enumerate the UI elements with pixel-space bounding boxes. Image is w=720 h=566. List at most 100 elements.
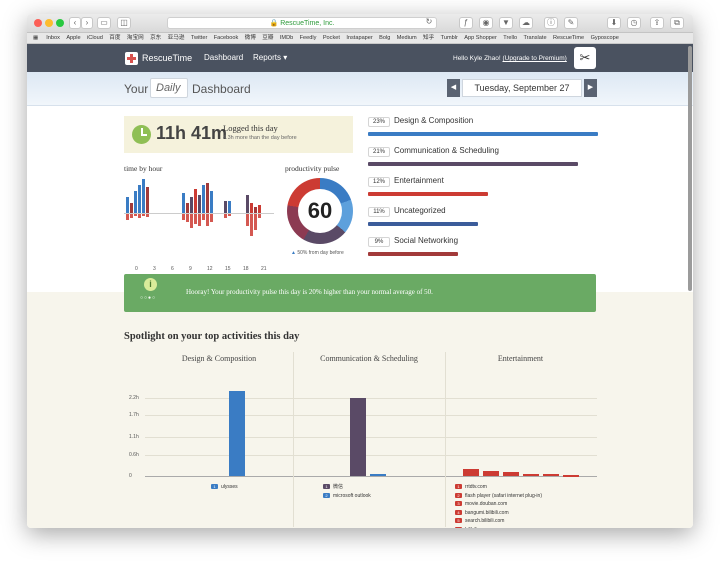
download-icon[interactable]: ⬇: [607, 17, 621, 29]
hourly-bar-unproductive[interactable]: [126, 214, 129, 220]
hourly-bar[interactable]: [142, 179, 145, 213]
info-icon[interactable]: ⓘ: [544, 17, 558, 29]
prev-day-button[interactable]: ◀: [447, 79, 460, 97]
hourly-bar-unproductive[interactable]: [254, 214, 257, 230]
bookmark-item[interactable]: Feedly: [299, 35, 317, 41]
hourly-bar[interactable]: [210, 191, 213, 213]
hourly-bar-unproductive[interactable]: [228, 214, 231, 216]
legend-item[interactable]: 2 flash player (safari internet plug-in): [455, 493, 542, 500]
bookmark-item[interactable]: App Shopper: [464, 35, 497, 41]
date-display[interactable]: Tuesday, September 27: [462, 79, 582, 97]
bookmark-item[interactable]: Trello: [503, 35, 518, 41]
apps-grid-icon[interactable]: ▦: [33, 35, 39, 41]
hourly-bar[interactable]: [206, 183, 209, 213]
hourly-bar-unproductive[interactable]: [210, 214, 213, 222]
period-select[interactable]: Daily: [150, 78, 188, 98]
legend-item[interactable]: 1 微信: [323, 484, 343, 491]
hourly-bar[interactable]: [250, 203, 253, 213]
hourly-bar[interactable]: [198, 195, 201, 213]
tools-button[interactable]: ✂: [574, 47, 596, 69]
bookmark-item[interactable]: Medium: [396, 35, 417, 41]
hourly-bar[interactable]: [190, 197, 193, 213]
legend-item[interactable]: 4 bangumi.bilibili.com: [455, 510, 509, 517]
bookmark-item[interactable]: 淘宝网: [126, 35, 144, 41]
new-tab-overview-icon[interactable]: ⧉: [670, 17, 684, 29]
hourly-bar[interactable]: [194, 189, 197, 213]
history-icon[interactable]: ◷: [627, 17, 641, 29]
category-name[interactable]: Entertainment: [394, 176, 444, 185]
hourly-bar[interactable]: [228, 201, 231, 213]
bookmark-item[interactable]: Gyposcope: [590, 35, 619, 41]
reload-icon[interactable]: ↻: [425, 17, 433, 26]
category-name[interactable]: Communication & Scheduling: [394, 146, 499, 155]
next-day-button[interactable]: ▶: [584, 79, 597, 97]
bookmark-item[interactable]: Twitter: [190, 35, 208, 41]
bookmark-item[interactable]: Inbox: [46, 35, 60, 41]
legend-item[interactable]: 2 microsoft outlook: [323, 493, 371, 500]
hourly-bar-unproductive[interactable]: [206, 214, 209, 226]
hourly-bar-unproductive[interactable]: [142, 214, 145, 216]
legend-item[interactable]: 6bilibili.com: [455, 527, 488, 528]
bookmark-item[interactable]: Facebook: [213, 35, 239, 41]
carousel-dots[interactable]: ○○●○: [140, 295, 157, 301]
legend-item[interactable]: 1 rrtdtv.com: [455, 484, 487, 491]
minimize-window-icon[interactable]: [45, 19, 53, 27]
bookmark-item[interactable]: 京东: [150, 35, 162, 41]
legend-item[interactable]: 3 movie.douban.com: [455, 501, 507, 508]
hourly-bar[interactable]: [186, 203, 189, 213]
hourly-bar-unproductive[interactable]: [202, 214, 205, 220]
spotlight-bar[interactable]: [463, 468, 479, 476]
hourly-bar[interactable]: [246, 195, 249, 213]
spotlight-bar[interactable]: [229, 390, 245, 476]
hourly-bar-unproductive[interactable]: [194, 214, 197, 224]
nav-reports[interactable]: Reports ▾: [253, 53, 288, 62]
bookmark-item[interactable]: 百度: [109, 35, 121, 41]
fx-icon[interactable]: ƒ: [459, 17, 473, 29]
bookmark-item[interactable]: iCloud: [87, 35, 103, 41]
hourly-bar-unproductive[interactable]: [198, 214, 201, 226]
bookmark-item[interactable]: Apple: [66, 35, 81, 41]
hourly-bar[interactable]: [134, 191, 137, 213]
brand-name[interactable]: RescueTime: [142, 53, 193, 63]
hourly-bar-unproductive[interactable]: [250, 214, 253, 236]
bookmark-item[interactable]: Instapaper: [346, 35, 373, 41]
address-bar[interactable]: 🔒 RescueTime, Inc.: [167, 17, 437, 29]
spotlight-bar[interactable]: [503, 472, 519, 476]
extension-icon-1[interactable]: ◉: [479, 17, 493, 29]
spotlight-bar[interactable]: [370, 474, 386, 477]
bookmark-item[interactable]: 微博: [244, 35, 256, 41]
hourly-bar[interactable]: [138, 185, 141, 213]
bookmark-item[interactable]: 豆瓣: [262, 35, 274, 41]
sidebar-icon[interactable]: ▭: [97, 17, 111, 29]
hourly-bar[interactable]: [130, 203, 133, 213]
forward-button[interactable]: ›: [81, 17, 93, 29]
tabs-icon[interactable]: ◫: [117, 17, 131, 29]
bookmark-item[interactable]: 亚马逊: [167, 35, 185, 41]
hourly-bar-unproductive[interactable]: [182, 214, 185, 220]
hourly-bar-unproductive[interactable]: [138, 214, 141, 218]
spotlight-bar[interactable]: [483, 471, 499, 476]
evernote-icon[interactable]: ✎: [564, 17, 578, 29]
share-icon[interactable]: ⇪: [650, 17, 664, 29]
hourly-bar[interactable]: [182, 193, 185, 213]
page-scrollbar[interactable]: [688, 46, 692, 291]
hourly-bar[interactable]: [254, 207, 257, 213]
legend-item[interactable]: 1 ulysses: [211, 484, 238, 491]
category-name[interactable]: Social Networking: [394, 236, 459, 245]
back-button[interactable]: ‹: [69, 17, 81, 29]
cloud-icon[interactable]: ☁: [519, 17, 533, 29]
hourly-bar-unproductive[interactable]: [224, 214, 227, 218]
bookmark-item[interactable]: 知乎: [423, 35, 435, 41]
hourly-bar-unproductive[interactable]: [130, 214, 133, 218]
hourly-bar-unproductive[interactable]: [258, 214, 261, 218]
spotlight-bar[interactable]: [563, 474, 579, 477]
spotlight-bar[interactable]: [543, 474, 559, 477]
hourly-bar-unproductive[interactable]: [186, 214, 189, 222]
category-name[interactable]: Uncategorized: [394, 206, 446, 215]
bookmark-item[interactable]: Tumblr: [440, 35, 458, 41]
hourly-bar-unproductive[interactable]: [146, 214, 149, 217]
hourly-bar[interactable]: [224, 201, 227, 213]
bookmark-item[interactable]: IMDb: [279, 35, 294, 41]
hourly-bar[interactable]: [202, 185, 205, 213]
hourly-bar-unproductive[interactable]: [190, 214, 193, 228]
